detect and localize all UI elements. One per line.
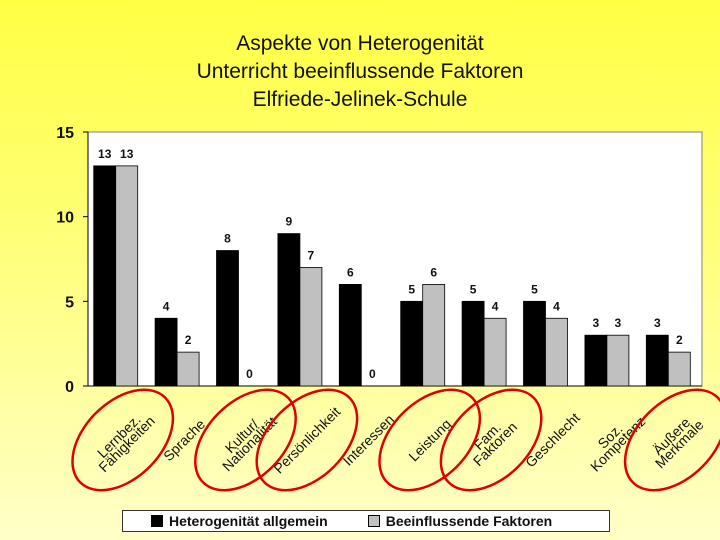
data-label-series-1: 13 — [98, 147, 112, 161]
chart-title-line-3: Elfriede-Jelinek-Schule — [252, 88, 468, 111]
data-label-series-1: 8 — [224, 232, 231, 246]
legend-label-series-2: Beeinflussende Faktoren — [385, 513, 553, 529]
bar-series-1 — [523, 300, 546, 387]
bar-series-2 — [667, 351, 691, 387]
data-label-series-2: 0 — [369, 367, 376, 381]
data-label-series-1: 9 — [286, 215, 293, 229]
data-label-series-1: 5 — [531, 282, 538, 296]
data-label-series-2: 13 — [120, 147, 134, 161]
data-label-series-1: 6 — [347, 265, 354, 279]
x-tick-label: Persönlichkeit — [270, 403, 343, 476]
bar-series-1 — [400, 300, 424, 387]
x-tick-label: Soz.Kompetenz — [579, 405, 648, 474]
legend-item-series-2: Beeinflussende Faktoren — [367, 513, 553, 529]
annotation-circle — [194, 388, 297, 492]
y-tick-label: 5 — [65, 294, 74, 311]
bar-series-2 — [115, 165, 139, 387]
chart-title-line-2: Unterricht beeinflussende Faktoren — [196, 60, 524, 83]
data-label-series-2: 6 — [430, 265, 437, 279]
y-tick-label: 10 — [56, 210, 74, 227]
legend-swatch-series-2 — [367, 515, 380, 527]
data-label-series-2: 0 — [246, 367, 253, 381]
y-tick-label: 0 — [65, 379, 74, 396]
data-label-series-1: 4 — [163, 299, 170, 313]
bar-series-2 — [545, 317, 568, 387]
x-tick-label: ÄußereMerkmale — [644, 409, 707, 472]
legend-swatch-series-1 — [151, 515, 163, 527]
bar-series-1 — [338, 283, 362, 387]
annotation-circle — [71, 388, 175, 492]
legend-label-series-1: Heterogenität allgemein — [169, 513, 328, 529]
data-label-series-2: 7 — [308, 248, 315, 262]
annotation-circle — [255, 388, 359, 492]
data-label-series-1: 3 — [593, 316, 600, 330]
annotation-circle — [623, 388, 720, 492]
x-tick-label: Kultur/Nationalität — [211, 406, 280, 475]
legend: Heterogenität allgemein Beeinflussende F… — [122, 510, 610, 532]
data-label-series-2: 4 — [553, 299, 560, 313]
bar-series-2 — [483, 317, 507, 387]
y-tick-label: 15 — [56, 125, 74, 142]
bar-series-1 — [154, 317, 178, 387]
bar-series-1 — [645, 334, 669, 387]
annotation-circle — [439, 388, 543, 492]
data-label-series-2: 2 — [676, 333, 683, 347]
bar-series-1 — [277, 233, 301, 387]
x-tick-label: Fam.Faktoren — [462, 411, 520, 469]
data-label-series-1: 3 — [654, 316, 661, 330]
data-label-series-1: 5 — [408, 282, 415, 296]
x-tick-label: Lernbez.Fähigkeiten — [88, 405, 158, 475]
bar-series-2 — [422, 283, 446, 387]
data-label-series-2: 2 — [185, 333, 192, 347]
bar-series-2 — [176, 351, 200, 387]
chart-title-line-1: Aspekte von Heterogenität — [236, 32, 484, 55]
bar-series-1 — [461, 300, 485, 387]
bar-series-2 — [299, 267, 323, 387]
x-tick-label: Geschlecht — [522, 410, 583, 471]
bar-series-1 — [93, 165, 117, 387]
bar-series-2 — [606, 334, 630, 387]
legend-item-series-1: Heterogenität allgemein — [151, 513, 328, 529]
annotation-circle — [378, 388, 482, 492]
data-label-series-2: 3 — [615, 316, 622, 330]
x-tick-label: Interessen — [340, 411, 398, 469]
bar-series-1 — [584, 334, 608, 387]
bar-series-1 — [216, 250, 239, 387]
data-label-series-1: 5 — [470, 282, 477, 296]
data-label-series-2: 4 — [492, 299, 499, 313]
